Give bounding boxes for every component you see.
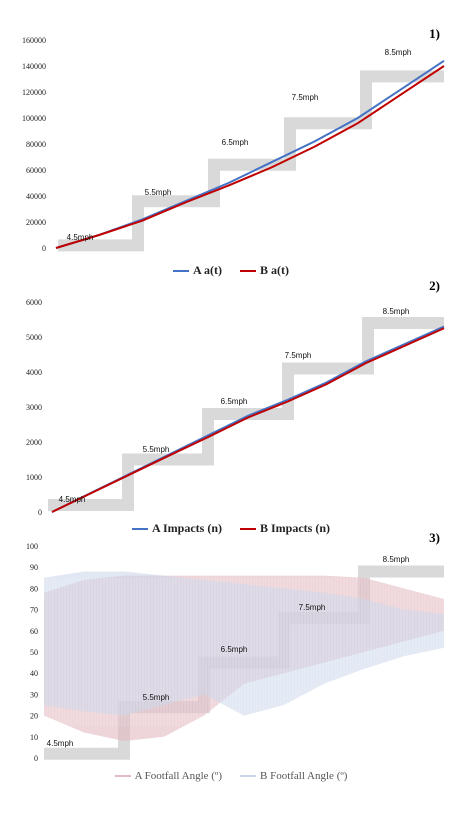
chart-panel-2: 0 1000 2000 3000 4000 5000 6000 4.5mph 5.5mph 6.5… [0,272,462,522]
speed-stage-label: 6.5mph [221,645,248,654]
y-tick-label: 40000 [26,192,46,201]
speed-stage-label: 7.5mph [299,603,326,612]
y-tick-label: 10 [30,733,38,742]
panel-label: 3) [429,530,440,545]
y-tick-label: 80000 [26,140,46,149]
y-tick-label: 0 [42,244,46,253]
y-tick-label: 160000 [22,36,46,45]
legend-label-b3: B Footfall Angle (º) [260,770,348,782]
y-tick-label: 50 [30,648,38,657]
speed-stage-band [48,317,444,511]
speed-stage-label: 5.5mph [143,445,170,454]
y-tick-label: 80 [30,584,38,593]
legend-item-b-at: B a(t) [240,263,289,278]
speed-stage-label: 4.5mph [67,233,94,242]
speed-stage-label: 7.5mph [285,351,312,360]
speed-stage-label: 6.5mph [222,138,249,147]
y-tick-label: 20000 [26,218,46,227]
legend-item-b-footfall: B Footfall Angle (º) [240,770,347,782]
series-band-b [44,571,444,716]
y-tick-label: 30 [30,690,38,699]
y-tick-label: 60 [30,627,38,636]
chart-1-svg: 0 20000 40000 60000 80000 100000 120000 140000 1… [22,26,445,253]
y-tick-label: 140000 [22,62,46,71]
legend-item-a-at: A a(t) [173,263,222,278]
y-tick-label: 120000 [22,88,46,97]
speed-stage-label: 7.5mph [292,93,319,102]
legend-item-a-footfall: A Footfall Angle (º) [114,770,222,782]
series-line-b [51,327,445,513]
legend-swatch-a3 [114,775,131,777]
y-tick-label: 6000 [26,298,42,307]
chart-panel-1: 0 20000 40000 60000 80000 100000 120000 140000 1… [0,20,462,265]
chart-2-svg: 0 1000 2000 3000 4000 5000 6000 4.5mph 5.5mph 6.5… [26,278,445,517]
legend-swatch-b [240,269,256,272]
legend-item-a-impacts: A Impacts (n) [131,521,222,536]
speed-stage-band [58,70,444,252]
legend-label-a2: A Impacts (n) [151,521,222,535]
legend-swatch-b3 [240,775,256,777]
y-tick-label: 90 [30,563,38,572]
speed-stage-label: 8.5mph [383,307,410,316]
legend-label-a: A a(t) [193,263,222,277]
y-tick-label: 100000 [22,114,46,123]
series-line-b [55,65,445,249]
speed-stage-label: 5.5mph [145,188,172,197]
panel-label: 1) [429,26,440,41]
legend-swatch-a2 [131,527,148,530]
legend-swatch-a [173,269,189,272]
chart-3-legend: A Footfall Angle (º) B Footfall Angle (º… [0,770,462,782]
y-tick-label: 0 [38,508,42,517]
y-tick-label: 4000 [26,368,42,377]
legend-label-b2: B Impacts (n) [260,521,331,535]
chart-2-legend: A Impacts (n) B Impacts (n) [0,521,462,536]
y-tick-label: 2000 [26,438,42,447]
y-tick-label: 60000 [26,166,46,175]
panel-label: 2) [429,278,440,293]
legend-item-b-impacts: B Impacts (n) [240,521,330,536]
speed-stage-label: 6.5mph [221,397,248,406]
speed-stage-label: 4.5mph [59,495,86,504]
speed-stage-label: 8.5mph [385,48,412,57]
speed-stage-label: 5.5mph [143,693,170,702]
chart-3-svg: 0 10 20 30 40 50 60 70 80 90 100 4.5mph 5.5mph 6.5mph… [26,530,444,763]
chart-panel-3: 0 10 20 30 40 50 60 70 80 90 100 4.5mph 5.5mph 6.5mph… [0,530,462,770]
y-tick-label: 3000 [26,403,42,412]
speed-stage-label: 8.5mph [383,555,410,564]
chart-1-legend: A a(t) B a(t) [0,263,462,278]
legend-label-b: B a(t) [260,263,289,277]
speed-stage-label: 4.5mph [47,739,74,748]
y-tick-label: 1000 [26,473,42,482]
legend-swatch-b2 [240,527,256,530]
y-tick-label: 40 [30,669,38,678]
y-tick-label: 20 [30,712,38,721]
y-tick-label: 100 [26,542,38,551]
y-tick-label: 5000 [26,333,42,342]
series-line-a [55,59,445,249]
y-tick-label: 70 [30,606,38,615]
legend-label-a3: A Footfall Angle (º) [134,770,222,782]
y-tick-label: 0 [34,754,38,763]
